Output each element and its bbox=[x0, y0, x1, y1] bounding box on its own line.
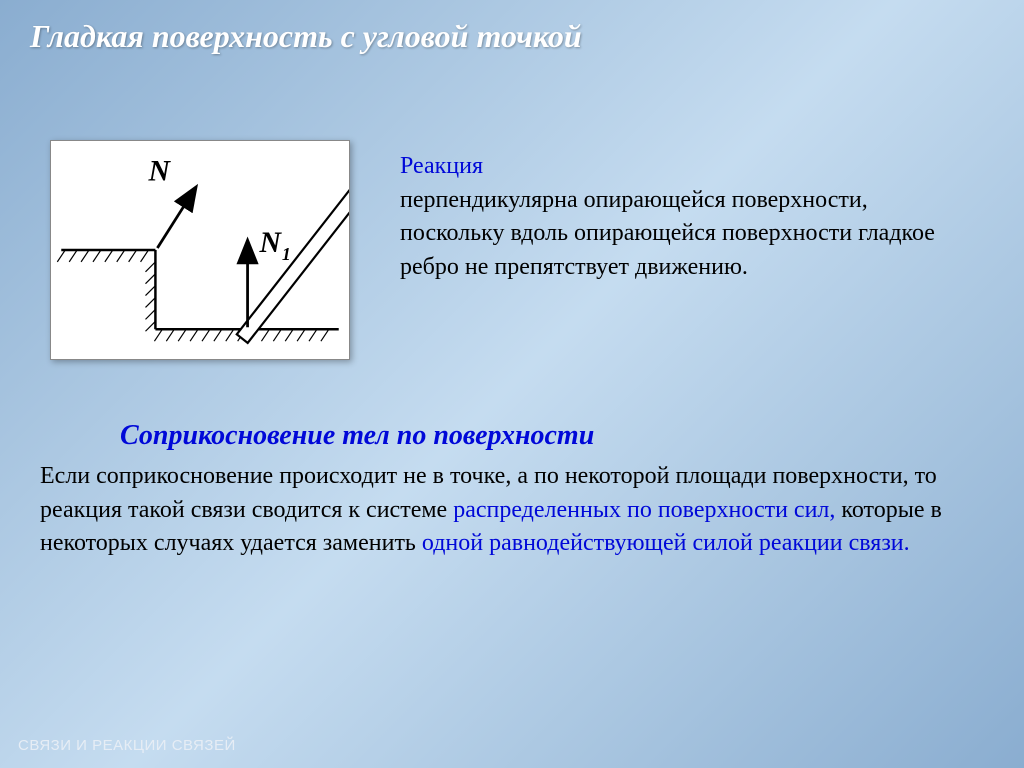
footer-label: СВЯЗИ И РЕАКЦИИ СВЯЗЕЙ bbox=[18, 737, 236, 754]
label-n1-sub: 1 bbox=[282, 244, 291, 264]
body-hl1: распределенных по поверхности сил, bbox=[453, 497, 835, 523]
reaction-paragraph: Реакция перпендикулярна опирающейся пове… bbox=[400, 150, 960, 284]
label-n1-main: N bbox=[258, 227, 282, 259]
slide-title: Гладкая поверхность с угловой точкой bbox=[30, 18, 582, 55]
reaction-body: перпендикулярна опирающейся поверхности,… bbox=[400, 187, 935, 280]
subheading: Соприкосновение тел по поверхности bbox=[120, 420, 594, 452]
svg-text:N1: N1 bbox=[258, 227, 290, 264]
body-paragraph: Если соприкосновение происходит не в точ… bbox=[40, 460, 980, 561]
label-n: N bbox=[147, 156, 171, 188]
reaction-lead: Реакция bbox=[400, 153, 483, 179]
mechanics-diagram: N N1 bbox=[50, 140, 350, 360]
diagram-svg: N N1 bbox=[51, 141, 349, 359]
body-hl2: одной равнодействующей силой реакции свя… bbox=[422, 530, 910, 556]
